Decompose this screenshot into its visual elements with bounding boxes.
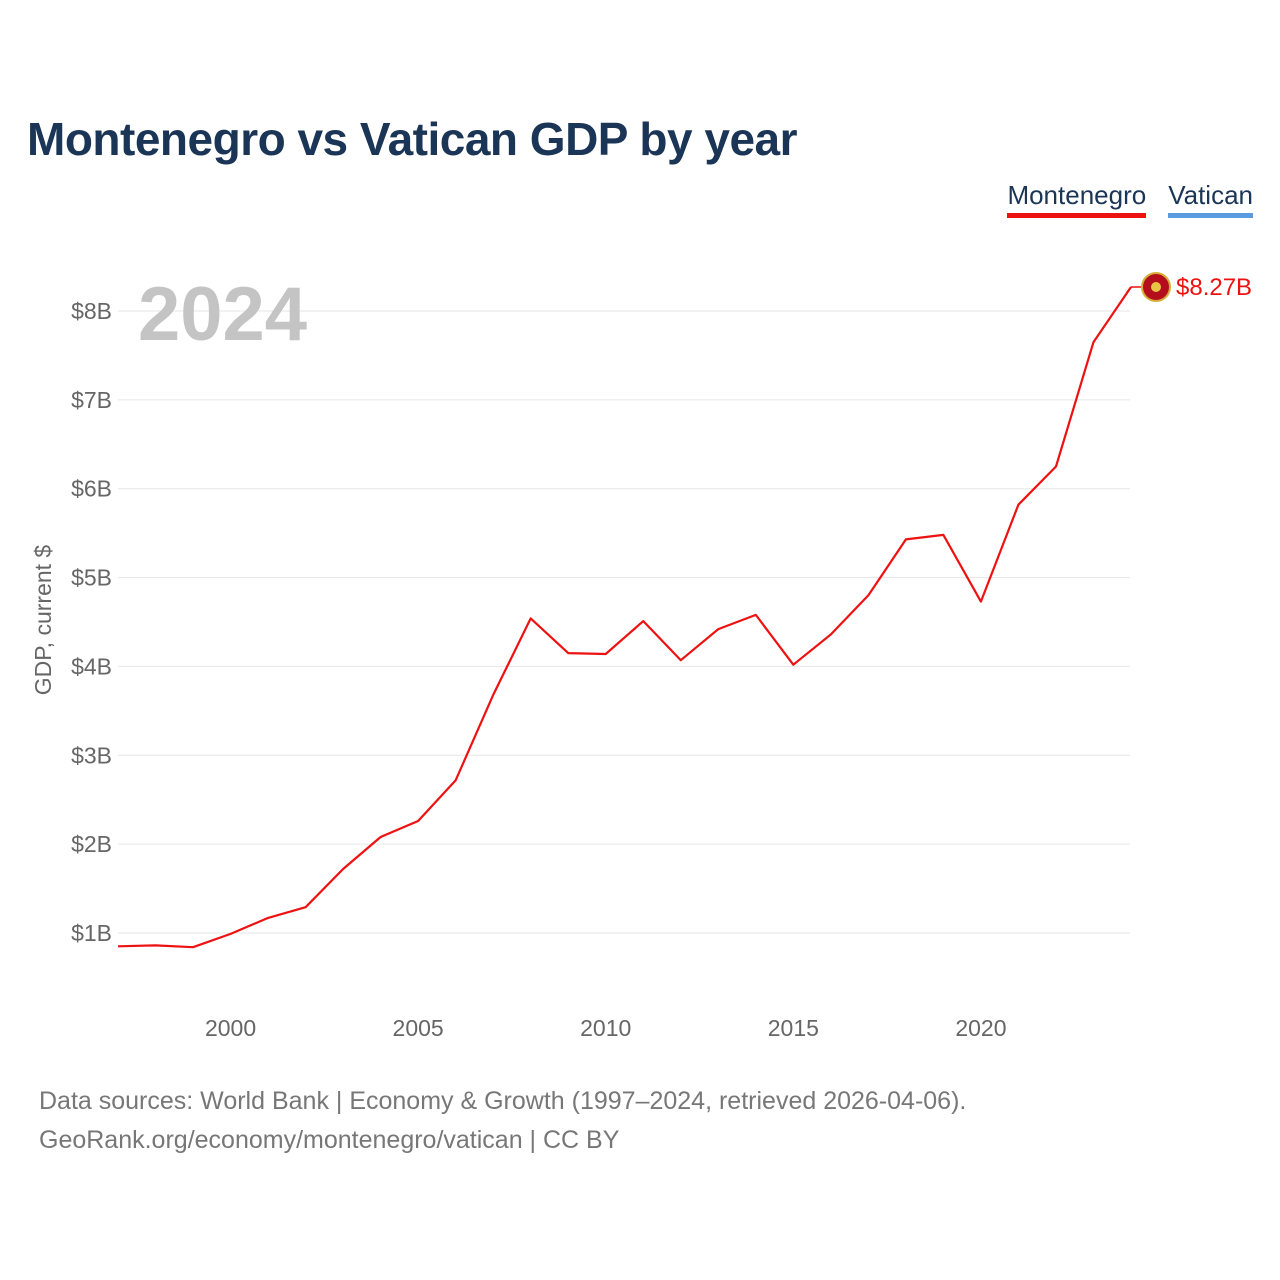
end-marker: $8.27B	[1131, 272, 1252, 303]
chart-title: Montenegro vs Vatican GDP by year	[27, 113, 798, 165]
legend: Montenegro Vatican	[1007, 180, 1253, 218]
line-chart: 2024 $1B$2B$3B$4B$5B$6B$7B$8B 2000 2005 20…	[30, 272, 1252, 1041]
y-tick-label: $5B	[71, 565, 112, 591]
series-lines	[117, 286, 1132, 949]
y-tick-label: $2B	[71, 831, 112, 857]
y-tick-label: $4B	[71, 653, 112, 679]
year-watermark: 2024	[138, 272, 307, 357]
y-tick-label: $3B	[71, 742, 112, 768]
y-tick-label: $8B	[71, 298, 112, 324]
source-url-text[interactable]: GeoRank.org/economy/montenegro/vatican |…	[39, 1126, 620, 1154]
x-tick-label: 2000	[205, 1015, 256, 1041]
y-tick-label: $7B	[71, 387, 112, 413]
x-tick-label: 2010	[580, 1015, 631, 1041]
y-tick-label: $6B	[71, 476, 112, 502]
y-axis-ticks: $1B $2B $3B $4B $5B $6B $7B $8B	[71, 298, 112, 946]
legend-item-montenegro[interactable]: Montenegro	[1007, 180, 1147, 218]
x-axis-ticks: 2000 2005 2010 2015 2020	[205, 1015, 1007, 1041]
x-tick-label: 2015	[768, 1015, 819, 1041]
footer: Data sources: World Bank | Economy & Gro…	[39, 1082, 966, 1160]
grid-lines	[118, 310, 1130, 934]
legend-item-vatican[interactable]: Vatican	[1168, 180, 1253, 218]
y-tick-label: $1B	[71, 920, 112, 946]
x-tick-label: 2005	[393, 1015, 444, 1041]
data-sources-text: Data sources: World Bank | Economy & Gro…	[39, 1087, 967, 1115]
series-line-montenegro[interactable]	[117, 286, 1132, 949]
montenegro-flag-icon	[1141, 272, 1171, 303]
end-value-label: $8.27B	[1176, 274, 1252, 301]
x-tick-label: 2020	[955, 1015, 1006, 1041]
y-axis-label: GDP, current $	[30, 545, 56, 696]
